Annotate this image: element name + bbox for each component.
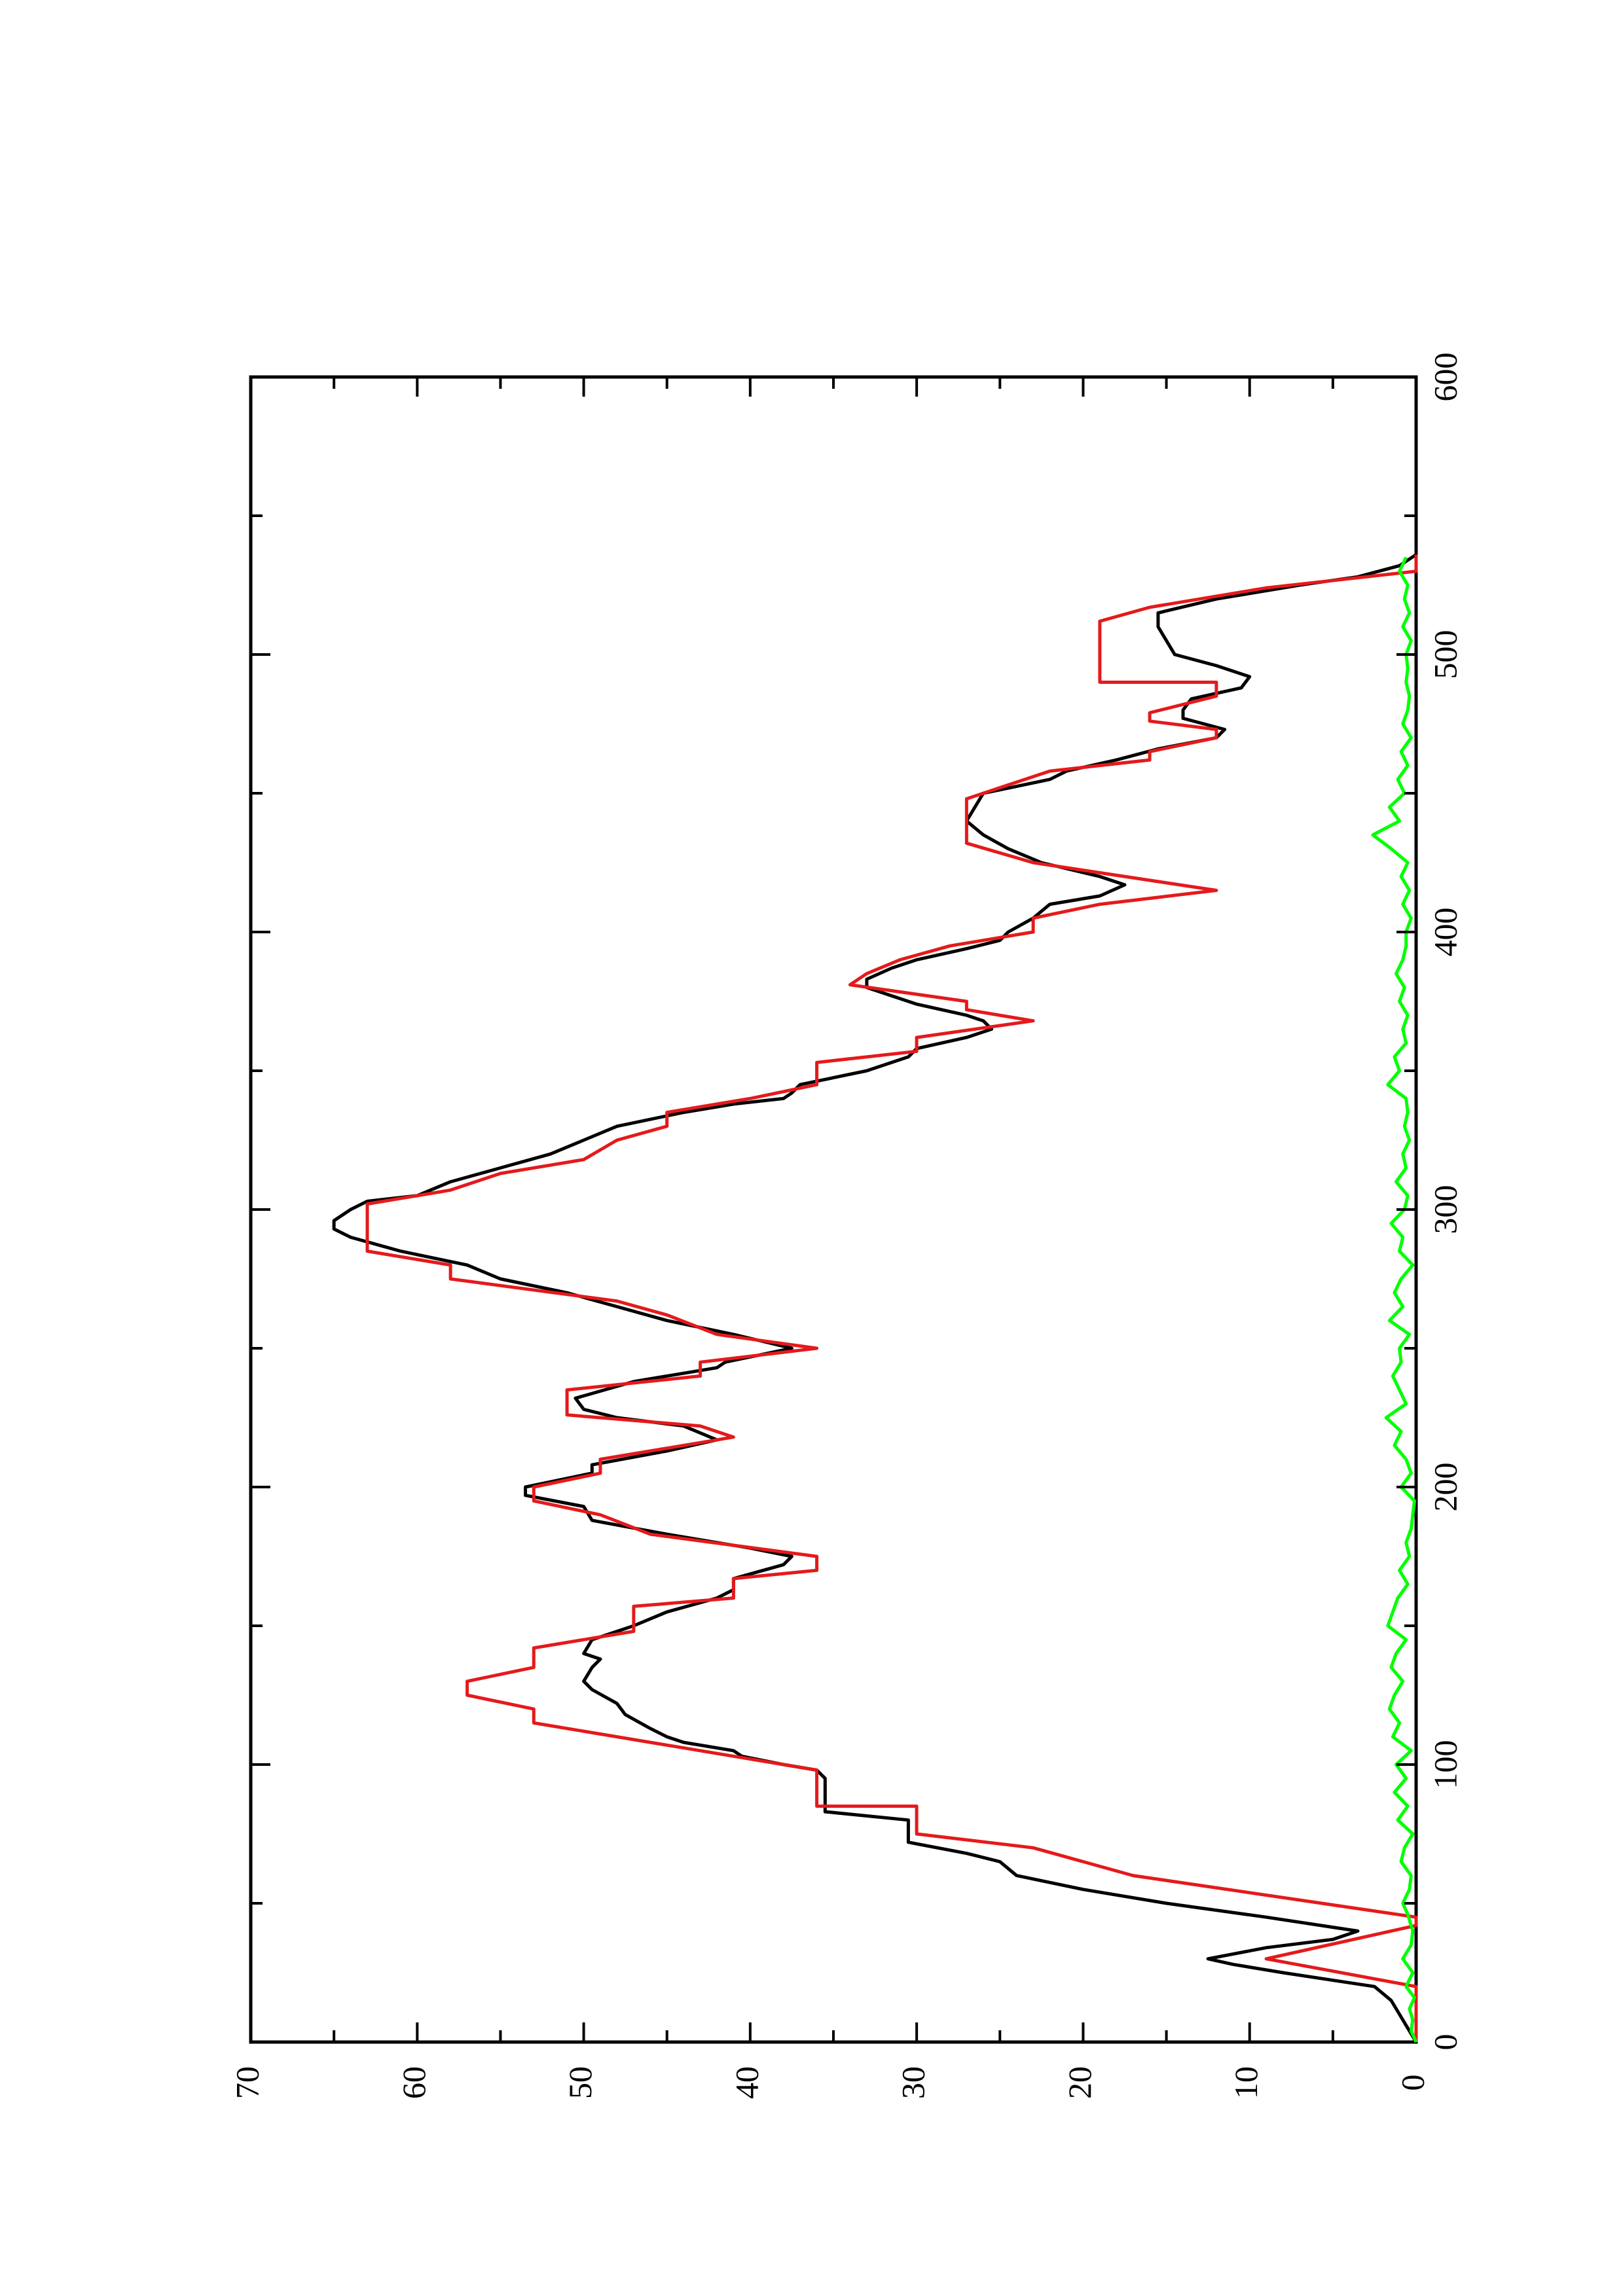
y-tick-label: 40 [728, 2066, 765, 2099]
series-line-3 [1371, 556, 1418, 2043]
x-tick-label: 200 [1427, 1463, 1463, 1512]
x-tick-label: 100 [1427, 1740, 1463, 1789]
y-tick-label: 70 [228, 2066, 265, 2099]
plot-frame [249, 375, 1418, 2044]
y-tick-label: 60 [395, 2066, 432, 2099]
x-tick-label: 300 [1427, 1185, 1463, 1234]
x-tick-label: 600 [1427, 353, 1463, 402]
series-layer [332, 553, 1418, 2043]
y-tick-label: 0 [1394, 2075, 1431, 2091]
x-tick-label: 500 [1427, 630, 1463, 679]
y-tick-label: 10 [1228, 2066, 1264, 2099]
x-tick-label: 400 [1427, 908, 1463, 957]
y-tick-label: 30 [895, 2066, 932, 2099]
x-tick-label: 0 [1427, 2034, 1463, 2051]
tick-layer: 0 100 200 300 400 500 600 0 10 20 30 40 50 60 70 [228, 353, 1463, 2100]
series-line-1 [332, 553, 1418, 2043]
y-tick-label: 20 [1061, 2066, 1098, 2099]
series-line-2 [365, 554, 1418, 2042]
y-tick-label: 50 [562, 2066, 598, 2099]
